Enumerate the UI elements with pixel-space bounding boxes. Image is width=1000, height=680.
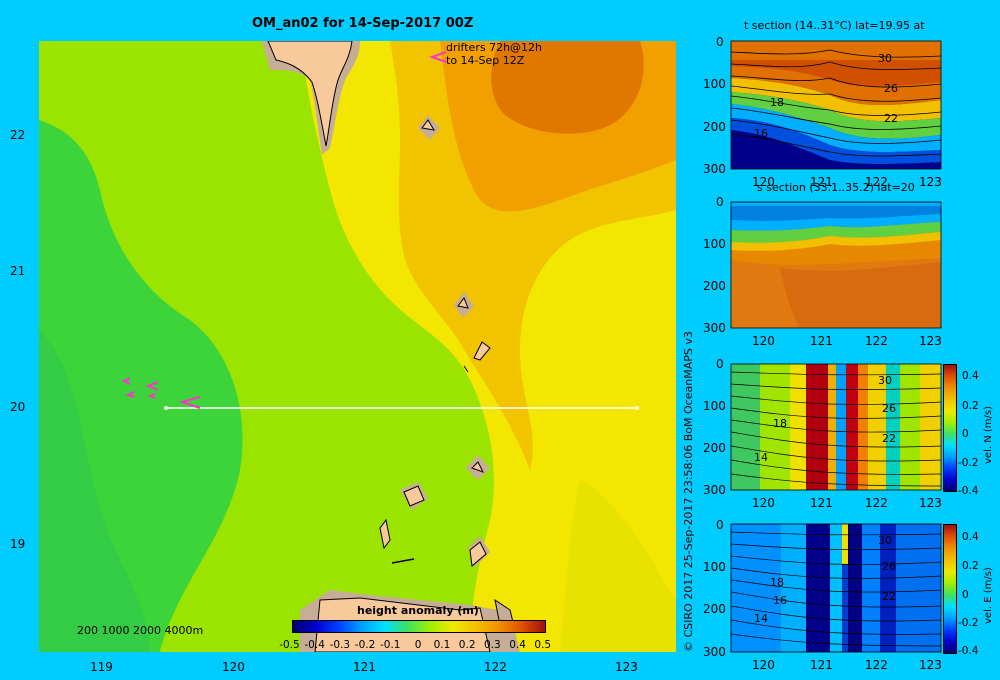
y-tick: 100 [703, 237, 726, 251]
cb-tick: 0.2 [962, 560, 979, 572]
vel-e-colorbar [943, 524, 957, 654]
y-tick: 300 [703, 645, 726, 659]
drifters-label-2: to 14-Sep 12Z [446, 54, 525, 67]
y-tick: 300 [703, 162, 726, 176]
height-colorbar [292, 620, 546, 633]
contour-label: 22 [882, 590, 896, 603]
contour-label: 26 [882, 402, 896, 415]
colorbar-tick: -0.4 [304, 639, 325, 651]
lat-tick: 20 [10, 400, 26, 414]
x-tick: 121 [810, 496, 833, 510]
contour-label: 18 [773, 417, 787, 430]
lat-tick: 19 [10, 537, 26, 551]
cb-tick: -0.2 [958, 617, 979, 629]
colorbar-tick: 0.5 [534, 639, 552, 651]
cb-tick: 0.2 [962, 400, 979, 412]
lon-tick: 120 [222, 660, 245, 674]
y-tick: 100 [703, 560, 726, 574]
x-tick: 122 [865, 658, 888, 672]
y-tick: 200 [703, 279, 726, 293]
x-tick: 123 [919, 334, 942, 348]
contour-label: 30 [878, 374, 892, 387]
colorbar-tick: -0.2 [354, 639, 376, 651]
contour-label: 18 [770, 576, 784, 589]
colorbar-title: height anomaly (m) [357, 604, 479, 617]
y-tick: 0 [716, 195, 724, 209]
lon-tick: 123 [615, 660, 638, 674]
panel-1-title: t section (14..31°C) lat=19.95 at [744, 19, 925, 32]
cb-tick: -0.2 [958, 457, 979, 469]
map-field-darkorange [491, 41, 644, 134]
lon-tick: 121 [353, 660, 376, 674]
contour-label: 18 [770, 96, 784, 109]
contour-label: 16 [754, 127, 768, 140]
y-tick: 200 [703, 602, 726, 616]
x-tick: 122 [865, 496, 888, 510]
contour-label: 14 [754, 451, 768, 464]
colorbar-ticks: -0.5 -0.4 -0.3 -0.2 -0.1 0 0.1 0.2 0.3 0.4 0.5 [0, 639, 1000, 653]
contour-label: 14 [754, 612, 768, 625]
colorbar-tick: -0.3 [329, 639, 351, 651]
y-tick: 0 [716, 518, 724, 532]
x-tick: 121 [810, 658, 833, 672]
x-tick: 123 [919, 496, 942, 510]
contour-label: 30 [878, 52, 892, 65]
contour-label: 16 [773, 594, 787, 607]
colorbar-tick: 0.1 [433, 639, 451, 651]
y-tick: 100 [703, 399, 726, 413]
colorbar-tick: -0.1 [380, 639, 401, 651]
drifters-label-1: drifters 72h@12h [446, 41, 543, 54]
y-tick: 200 [703, 441, 726, 455]
y-tick: 0 [716, 357, 724, 371]
x-tick: 120 [752, 658, 775, 672]
contour-label: 30 [878, 534, 892, 547]
cb-tick: -0.4 [958, 485, 979, 497]
lon-tick: 119 [90, 660, 113, 674]
lon-tick: 122 [484, 660, 507, 674]
cb-tick: 0.4 [962, 531, 979, 543]
contour-label: 22 [884, 112, 898, 125]
contour-label: 26 [884, 82, 898, 95]
contour-label: 22 [882, 432, 896, 445]
x-tick: 123 [919, 658, 942, 672]
y-tick: 0 [716, 35, 724, 49]
x-tick: 121 [810, 175, 833, 189]
drifter-arrows [121, 51, 447, 409]
x-tick: 123 [919, 175, 942, 189]
x-tick: 122 [865, 175, 888, 189]
vel-n-colorbar [943, 364, 957, 492]
x-tick: 122 [865, 334, 888, 348]
cb-tick: 0.4 [962, 370, 979, 382]
x-tick: 120 [752, 496, 775, 510]
cb-tick: 0 [962, 428, 969, 440]
cb-tick: 0 [962, 589, 969, 601]
y-tick: 100 [703, 77, 726, 91]
map-title: OM_an02 for 14-Sep-2017 00Z [252, 16, 474, 31]
colorbar-tick: 0.3 [484, 639, 501, 651]
vel-e-label: vel. E (m/s) [983, 567, 994, 624]
x-tick: 120 [752, 334, 775, 348]
lat-tick: 21 [10, 264, 26, 278]
y-tick: 200 [703, 120, 726, 134]
depth-legend: 200 1000 2000 4000m [77, 624, 204, 637]
colorbar-tick: 0 [414, 639, 422, 651]
colorbar-tick: -0.5 [279, 639, 300, 651]
x-tick: 121 [810, 334, 833, 348]
cb-tick: -0.4 [958, 645, 979, 657]
colorbar-tick: 0.2 [458, 639, 476, 651]
lat-tick: 22 [10, 128, 26, 142]
x-tick: 120 [752, 175, 775, 189]
panel-2-title: s section (33.1..35.2) lat=20 [757, 181, 915, 194]
y-tick: 300 [703, 321, 726, 335]
colorbar-tick: 0.4 [509, 639, 526, 651]
contour-label: 26 [882, 560, 896, 573]
y-tick: 300 [703, 483, 726, 497]
